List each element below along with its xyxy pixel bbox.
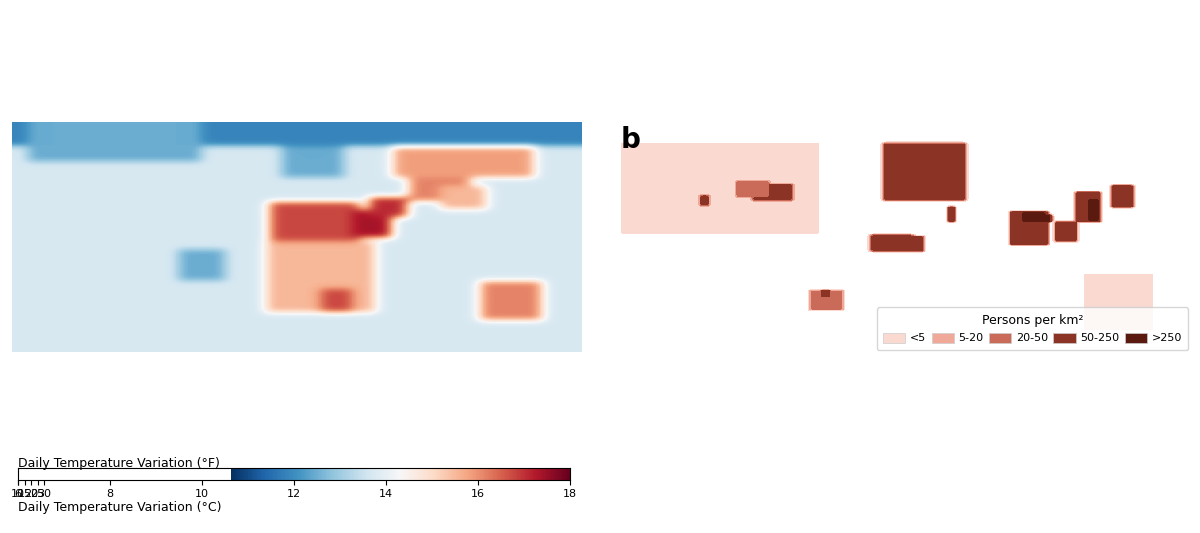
Legend: <5, 5-20, 20-50, 50-250, >250: <5, 5-20, 20-50, 50-250, >250 <box>876 308 1188 350</box>
X-axis label: Daily Temperature Variation (°C): Daily Temperature Variation (°C) <box>18 501 222 514</box>
Text: b: b <box>620 126 641 154</box>
X-axis label: Daily Temperature Variation (°F): Daily Temperature Variation (°F) <box>18 457 220 470</box>
